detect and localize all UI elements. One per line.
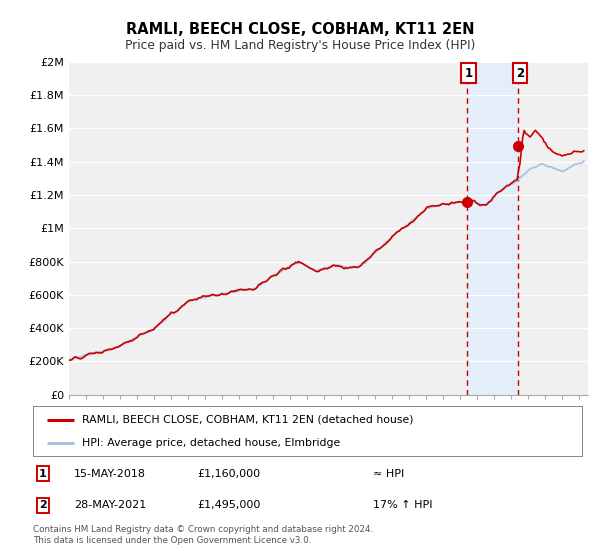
Text: 1: 1 — [39, 469, 47, 479]
Text: RAMLI, BEECH CLOSE, COBHAM, KT11 2EN: RAMLI, BEECH CLOSE, COBHAM, KT11 2EN — [126, 22, 474, 38]
Text: £1,495,000: £1,495,000 — [198, 500, 261, 510]
Text: 17% ↑ HPI: 17% ↑ HPI — [373, 500, 433, 510]
Text: £1,160,000: £1,160,000 — [198, 469, 261, 479]
Text: 1: 1 — [464, 67, 472, 80]
Text: Contains HM Land Registry data © Crown copyright and database right 2024.
This d: Contains HM Land Registry data © Crown c… — [33, 525, 373, 545]
Text: 2: 2 — [39, 500, 47, 510]
Text: 2: 2 — [516, 67, 524, 80]
Bar — [467, 62, 518, 395]
Text: Price paid vs. HM Land Registry's House Price Index (HPI): Price paid vs. HM Land Registry's House … — [125, 39, 475, 52]
Text: HPI: Average price, detached house, Elmbridge: HPI: Average price, detached house, Elmb… — [82, 438, 341, 448]
Text: 15-MAY-2018: 15-MAY-2018 — [74, 469, 146, 479]
Text: ≈ HPI: ≈ HPI — [373, 469, 404, 479]
Text: RAMLI, BEECH CLOSE, COBHAM, KT11 2EN (detached house): RAMLI, BEECH CLOSE, COBHAM, KT11 2EN (de… — [82, 414, 414, 424]
Text: 28-MAY-2021: 28-MAY-2021 — [74, 500, 146, 510]
